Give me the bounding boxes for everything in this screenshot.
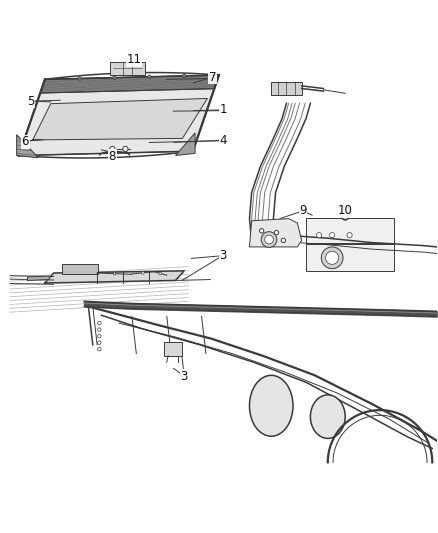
Circle shape — [317, 232, 322, 238]
FancyBboxPatch shape — [306, 218, 393, 243]
Circle shape — [259, 229, 264, 233]
Polygon shape — [176, 133, 195, 156]
Circle shape — [183, 74, 186, 78]
Ellipse shape — [250, 375, 293, 436]
Text: 3: 3 — [220, 249, 227, 262]
Polygon shape — [45, 271, 184, 283]
Ellipse shape — [311, 395, 345, 439]
Circle shape — [148, 75, 151, 78]
Circle shape — [274, 230, 279, 235]
FancyBboxPatch shape — [271, 82, 302, 95]
Circle shape — [78, 77, 81, 80]
Polygon shape — [28, 276, 49, 280]
Circle shape — [98, 341, 101, 344]
Text: 9: 9 — [299, 204, 307, 217]
Circle shape — [98, 348, 101, 351]
Text: 4: 4 — [219, 134, 227, 147]
Circle shape — [265, 235, 273, 244]
Polygon shape — [40, 75, 219, 93]
Circle shape — [98, 334, 101, 338]
Text: 6: 6 — [21, 135, 29, 148]
Circle shape — [325, 251, 339, 264]
Circle shape — [281, 238, 286, 243]
Polygon shape — [17, 135, 39, 158]
Text: 3: 3 — [180, 370, 188, 383]
FancyBboxPatch shape — [110, 61, 145, 76]
Text: 1: 1 — [219, 103, 227, 116]
Text: 11: 11 — [127, 53, 141, 66]
Text: 7: 7 — [209, 71, 216, 84]
Circle shape — [329, 232, 335, 238]
Circle shape — [110, 147, 115, 151]
Circle shape — [113, 76, 116, 79]
Circle shape — [267, 235, 271, 239]
Circle shape — [98, 328, 101, 332]
Ellipse shape — [343, 208, 348, 217]
Text: 8: 8 — [109, 150, 116, 163]
Ellipse shape — [340, 206, 350, 220]
Circle shape — [261, 232, 277, 247]
Text: 10: 10 — [338, 204, 353, 217]
Circle shape — [321, 247, 343, 269]
Polygon shape — [33, 99, 207, 140]
Polygon shape — [250, 219, 302, 247]
Text: 5: 5 — [27, 95, 35, 108]
Circle shape — [123, 147, 128, 151]
Circle shape — [347, 232, 352, 238]
Circle shape — [141, 271, 144, 274]
Circle shape — [98, 321, 101, 325]
FancyBboxPatch shape — [306, 244, 393, 271]
Circle shape — [113, 272, 116, 275]
FancyBboxPatch shape — [62, 264, 98, 274]
Polygon shape — [19, 88, 214, 156]
FancyBboxPatch shape — [164, 342, 183, 356]
Circle shape — [159, 272, 162, 275]
